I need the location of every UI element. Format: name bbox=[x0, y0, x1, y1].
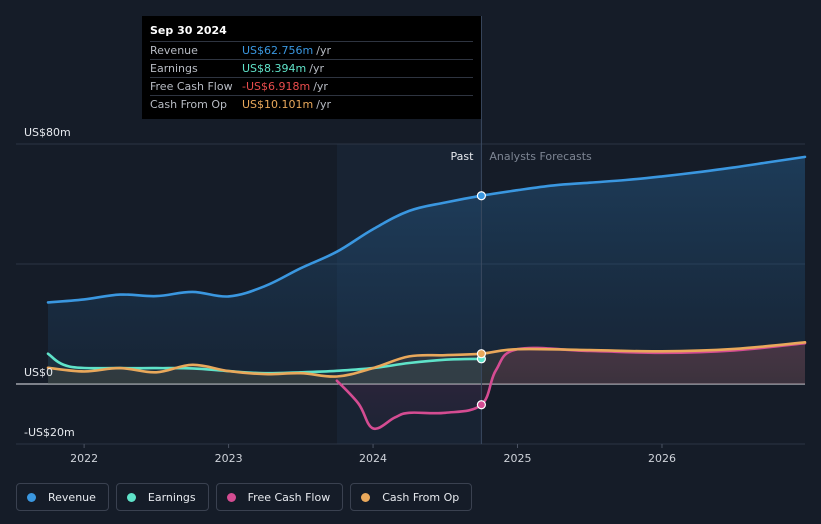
legend-item-cash-from-op[interactable]: Cash From Op bbox=[350, 483, 473, 511]
data-tooltip: Sep 30 2024 Revenue US$62.756m/yr Earnin… bbox=[142, 16, 481, 119]
tooltip-row-cash-from-op: Cash From Op US$10.101m/yr bbox=[150, 96, 473, 113]
legend-item-free-cash-flow[interactable]: Free Cash Flow bbox=[215, 483, 344, 511]
series-line-cash-from-op bbox=[46, 341, 807, 378]
tooltip-row-earnings: Earnings US$8.394m/yr bbox=[150, 60, 473, 78]
legend-dot-icon bbox=[27, 492, 36, 502]
series-area-free-cash-flow bbox=[336, 343, 805, 429]
axis-labels: US$80m US$0 -US$20m 2022 2023 2024 2025 2026 bbox=[24, 126, 676, 465]
legend-item-earnings[interactable]: Earnings bbox=[115, 483, 209, 511]
past-label: Past bbox=[450, 150, 474, 163]
y-axis-label: US$0 bbox=[24, 366, 53, 379]
tooltip-unit: /yr bbox=[316, 98, 331, 111]
series-area-revenue bbox=[48, 156, 805, 384]
legend-label: Free Cash Flow bbox=[247, 490, 331, 504]
series-line-revenue bbox=[46, 155, 807, 304]
tooltip-unit: /yr bbox=[316, 44, 331, 57]
legend-dot-icon bbox=[126, 492, 136, 502]
tooltip-label: Free Cash Flow bbox=[150, 80, 233, 93]
tooltip-unit: /yr bbox=[313, 80, 328, 93]
tooltip-label: Earnings bbox=[150, 62, 198, 75]
marker-cash-from-op bbox=[476, 349, 486, 359]
x-axis-label: 2024 bbox=[359, 452, 387, 465]
tooltip-row-free-cash-flow: Free Cash Flow -US$6.918m/yr bbox=[150, 78, 473, 96]
tooltip-row-revenue: Revenue US$62.756m/yr bbox=[150, 42, 473, 60]
legend-label: Revenue bbox=[48, 490, 96, 504]
y-axis-label: US$80m bbox=[24, 126, 71, 139]
tooltip-value: US$8.394m bbox=[242, 62, 307, 75]
x-axis-label: 2022 bbox=[70, 452, 98, 465]
legend-dot-icon bbox=[361, 492, 371, 502]
marker-revenue bbox=[476, 191, 486, 201]
hover-markers bbox=[476, 191, 486, 410]
x-axis-label: 2026 bbox=[648, 452, 676, 465]
x-axis-label: 2023 bbox=[215, 452, 243, 465]
tooltip-value: US$10.101m bbox=[242, 98, 314, 111]
legend-label: Earnings bbox=[147, 490, 196, 504]
tooltip-date: Sep 30 2024 bbox=[150, 24, 473, 42]
chart-legend: Revenue Earnings Free Cash Flow Cash Fro… bbox=[16, 483, 473, 511]
tooltip-unit: /yr bbox=[309, 62, 324, 75]
series-area-earnings bbox=[48, 353, 482, 384]
legend-item-revenue[interactable]: Revenue bbox=[16, 483, 109, 511]
tooltip-value: -US$6.918m bbox=[242, 80, 311, 93]
legend-dot-icon bbox=[226, 492, 236, 502]
y-axis-label: -US$20m bbox=[24, 426, 75, 439]
marker-free-cash-flow bbox=[476, 400, 486, 410]
x-axis-label: 2025 bbox=[504, 452, 532, 465]
legend-label: Cash From Op bbox=[382, 490, 460, 504]
tooltip-label: Revenue bbox=[150, 44, 198, 57]
analysts-forecasts-label: Analysts Forecasts bbox=[489, 150, 592, 163]
tooltip-label: Cash From Op bbox=[150, 98, 228, 111]
tooltip-value: US$62.756m bbox=[242, 44, 314, 57]
